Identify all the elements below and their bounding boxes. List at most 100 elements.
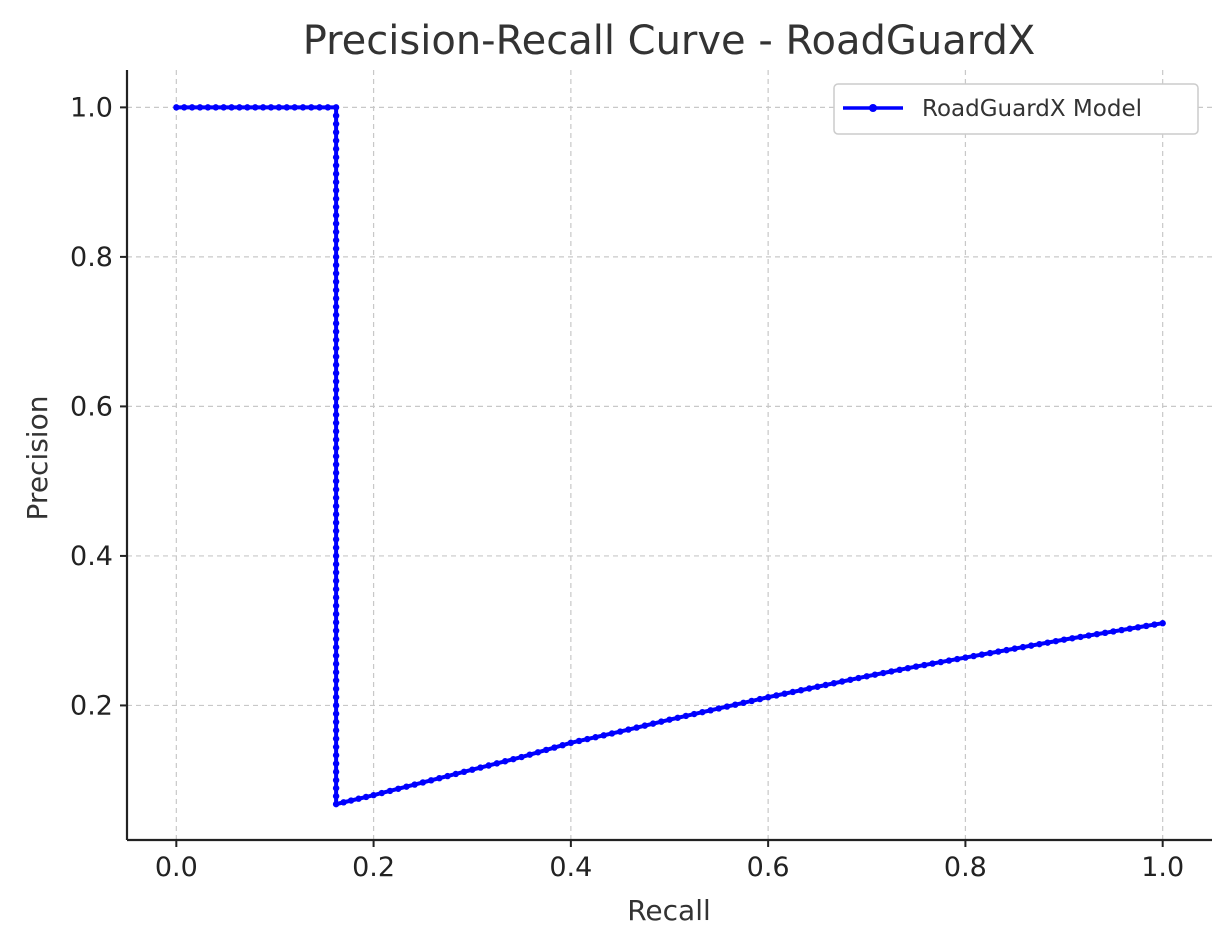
- data-point: [1027, 642, 1035, 649]
- data-point: [970, 652, 977, 660]
- data-point: [748, 697, 755, 705]
- y-axis-label: Precision: [21, 396, 54, 521]
- data-point: [608, 730, 616, 737]
- data-point: [526, 751, 533, 758]
- data-point: [723, 703, 731, 710]
- data-point: [332, 203, 340, 211]
- data-point: [814, 683, 821, 690]
- data-point: [332, 162, 340, 169]
- data-point: [1003, 646, 1010, 654]
- data-point: [469, 766, 476, 773]
- data-point: [332, 519, 340, 526]
- data-point: [1118, 626, 1125, 634]
- data-point: [332, 784, 340, 792]
- data-point: [332, 619, 340, 626]
- data-point: [332, 561, 340, 568]
- data-point: [212, 104, 219, 111]
- data-point: [332, 145, 340, 153]
- data-point: [551, 744, 558, 751]
- data-point: [332, 228, 340, 236]
- x-tick-label: 1.0: [1141, 852, 1184, 883]
- data-point: [649, 720, 657, 727]
- legend[interactable]: RoadGuardX Model: [833, 83, 1199, 135]
- data-point: [332, 104, 340, 111]
- data-point: [666, 716, 673, 723]
- data-point: [641, 722, 649, 729]
- axes: [125, 70, 1212, 842]
- data-point: [332, 677, 340, 684]
- data-point: [332, 403, 340, 410]
- data-point: [332, 669, 340, 676]
- data-point: [871, 671, 879, 678]
- data-point: [962, 654, 969, 661]
- data-point: [332, 120, 340, 128]
- data-point: [340, 799, 347, 806]
- data-point: [995, 648, 1002, 655]
- x-axis-label: Recall: [627, 894, 711, 927]
- data-point: [332, 129, 340, 136]
- data-point: [332, 727, 340, 734]
- data-point: [682, 712, 690, 720]
- x-tick-label: 0.0: [155, 852, 198, 883]
- data-point: [699, 708, 706, 716]
- data-point: [600, 732, 607, 739]
- data-point: [715, 705, 723, 712]
- data-point: [584, 735, 591, 743]
- data-point: [332, 469, 340, 477]
- legend-marker-swatch: [869, 104, 877, 112]
- data-point: [332, 137, 340, 144]
- data-point: [863, 673, 870, 680]
- data-point: [493, 760, 501, 767]
- data-point: [419, 779, 427, 786]
- data-point: [534, 749, 542, 756]
- data-point: [291, 104, 298, 111]
- data-point: [1126, 625, 1134, 632]
- data-point: [332, 702, 340, 709]
- data-point: [332, 602, 340, 609]
- data-point: [196, 104, 204, 111]
- data-point: [847, 676, 854, 683]
- data-point: [436, 775, 443, 782]
- data-point: [332, 735, 340, 742]
- data-point: [332, 369, 340, 377]
- data-point: [181, 104, 188, 111]
- plot-frame: [127, 70, 1212, 840]
- data-point: [732, 701, 739, 708]
- data-point: [332, 237, 340, 244]
- data-point: [332, 220, 340, 227]
- data-point: [332, 652, 340, 659]
- data-point: [332, 336, 340, 344]
- data-point: [173, 104, 180, 111]
- data-point: [1101, 629, 1109, 636]
- data-point: [797, 687, 805, 694]
- data-point: [220, 104, 227, 111]
- data-point: [937, 658, 944, 666]
- data-point: [316, 104, 323, 111]
- data-point: [347, 797, 355, 804]
- y-tick-label: 0.6: [70, 391, 113, 422]
- data-point: [332, 527, 340, 535]
- data-point: [740, 699, 747, 707]
- data-point: [332, 461, 340, 468]
- data-point: [244, 104, 251, 111]
- data-point: [332, 253, 340, 261]
- series-roadguardx-model: [173, 104, 1166, 808]
- data-point: [978, 651, 986, 658]
- data-point: [756, 695, 764, 703]
- data-point: [460, 768, 468, 776]
- data-point: [332, 278, 340, 286]
- data-point: [332, 386, 340, 393]
- data-point: [332, 286, 340, 294]
- data-point: [1077, 633, 1084, 641]
- y-tick-label: 1.0: [70, 92, 113, 123]
- data-point: [332, 585, 340, 593]
- data-point: [332, 378, 340, 385]
- data-point: [332, 660, 340, 668]
- data-point: [332, 311, 340, 319]
- data-point: [332, 544, 340, 551]
- data-point: [543, 746, 550, 754]
- data-point: [674, 714, 681, 721]
- data-point: [822, 681, 829, 689]
